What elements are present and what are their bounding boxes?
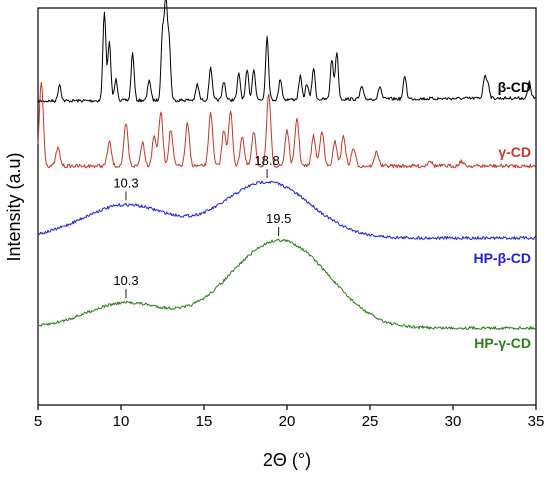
series-label: HP-γ-CD: [474, 335, 531, 351]
x-tick-label: 30: [445, 413, 462, 430]
x-tick-label: 10: [113, 413, 130, 430]
peak-annotation-label: 19.5: [266, 211, 291, 226]
series-label: β-CD: [498, 79, 531, 95]
series-line-HP-γ-CD: [37, 238, 537, 330]
peak-annotation-label: 10.3: [113, 273, 138, 288]
x-tick-label: 35: [528, 413, 545, 430]
series-layer: [37, 0, 537, 330]
series-line-β-CD: [37, 0, 537, 103]
peak-annotation-label: 18.8: [254, 153, 279, 168]
peak-annotation-label: 10.3: [113, 175, 138, 190]
x-axis-title: 2Θ (°): [263, 450, 311, 470]
x-tick-label: 20: [279, 413, 296, 430]
series-line-HP-β-CD: [37, 180, 537, 240]
x-axis-ticks: 5 10 15 20 25 30 35: [34, 405, 545, 430]
y-axis-title: Intensity (a.u): [4, 152, 24, 261]
series-label: HP-β-CD: [473, 250, 531, 266]
x-tick-label: 25: [362, 413, 379, 430]
series-label: γ-CD: [498, 144, 531, 160]
x-tick-label: 15: [196, 413, 213, 430]
annotation-layer: 10.3 18.8 10.3 19.5: [113, 153, 291, 299]
series-label-layer: β-CD γ-CD HP-β-CD HP-γ-CD: [473, 79, 531, 351]
series-line-γ-CD: [37, 82, 537, 169]
x-tick-label: 5: [34, 413, 42, 430]
